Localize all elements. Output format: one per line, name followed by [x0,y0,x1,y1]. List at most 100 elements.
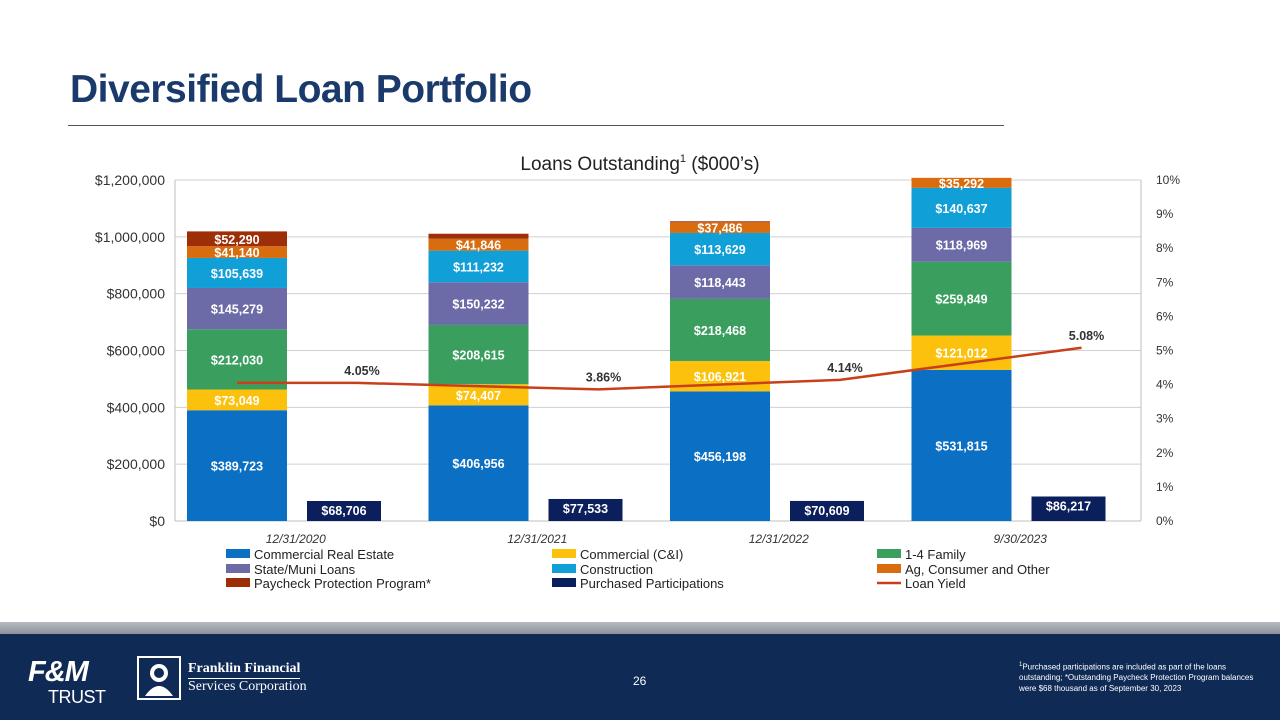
bar-value-label: $105,639 [211,267,263,281]
legend-label: Paycheck Protection Program* [254,576,431,591]
legend-swatch [877,549,901,558]
x-tick-label: 9/30/2023 [994,532,1048,546]
bar-value-label: $218,468 [694,324,746,338]
stacked-bar-segment [187,231,287,247]
legend-label: State/Muni Loans [254,562,356,577]
footnote-marker: 1 [1019,662,1023,668]
franklin-emblem-icon [137,656,181,700]
legend-label: Loan Yield [905,576,966,591]
bar-value-label: $208,615 [452,349,504,363]
y2-tick-label: 9% [1156,207,1174,221]
bar-value-label: $150,232 [452,298,504,312]
yield-label: 4.05% [344,364,379,378]
x-tick-label: 12/31/2020 [266,532,326,546]
bar-value-label: $41,846 [456,239,501,253]
loans-outstanding-chart: Loans Outstanding1 ($000’s) $0 $200,000 $4… [95,153,1180,591]
y2-tick-label: 6% [1156,309,1174,323]
fm-logo-trust: TRUST [48,687,106,707]
franklin-name-line2: Services Corporation [188,679,307,694]
franklin-name-line1: Franklin Financial [188,661,301,676]
stacked-bar-segment [428,282,529,325]
bar-value-label: $113,629 [694,243,745,257]
legend-swatch [877,564,901,573]
legend-swatch [552,564,576,573]
stacked-bar-segment [428,384,529,406]
legend-swatch [226,564,250,573]
side-bar-label: $68,706 [321,504,366,518]
bar-value-label: $389,723 [211,460,263,474]
fm-trust-logo: F&M TRUST [28,656,110,707]
y-tick-label: $0 [149,513,165,529]
legend-swatch [226,578,250,587]
y2-tick-label: 8% [1156,241,1174,255]
stacked-bar-segment [670,265,770,299]
legend-label: Purchased Participations [580,576,724,591]
chart-title: Loans Outstanding1 ($000’s) [520,153,759,175]
stacked-bar-segment [670,298,770,361]
y-tick-label: $800,000 [107,286,166,302]
page-title: Diversified Loan Portfolio [70,68,532,111]
y2-tick-label: 1% [1156,480,1174,494]
stacked-bar-segment [670,222,770,233]
bar-value-label: $531,815 [935,439,987,453]
y-tick-label: $400,000 [107,399,166,415]
side-bar-label: $77,533 [563,502,608,516]
stacked-bar-segment [187,246,287,258]
y-tick-label: $200,000 [107,456,166,472]
side-bar [548,498,623,521]
legend-label: 1-4 Family [905,547,966,562]
stacked-bar-segment [670,391,770,521]
legend-swatch [552,578,576,587]
y2-tick-label: 0% [1156,514,1174,528]
bar-value-label: $212,030 [211,353,263,367]
stacked-bar-segment [911,187,1012,228]
bar-value-label: $406,956 [452,457,504,471]
bar-value-label: $111,232 [453,260,504,274]
yield-label: 3.86% [586,370,621,384]
yield-label: 4.14% [827,361,862,375]
stacked-bar-segment [670,232,770,266]
stacked-bar-segment [911,227,1012,262]
bar-value-label: $259,849 [935,293,987,307]
legend-swatch [226,549,250,558]
y2-tick-label: 4% [1156,378,1174,392]
footnote: 1Purchased participations are included a… [1019,660,1264,694]
bar-value-label: $121,012 [935,347,987,361]
stacked-bar-segment [428,238,529,251]
x-tick-label: 12/31/2021 [507,532,567,546]
footnote-text: Purchased participations are included as… [1019,662,1254,693]
bar-value-label: $118,443 [694,276,745,290]
side-bar [307,501,381,521]
stacked-bar-segment [187,287,287,330]
bar-value-label: $140,637 [935,202,987,216]
page-number: 26 [633,674,647,688]
stacked-bar-segment [187,329,287,390]
bar-value-label: $41,140 [214,246,259,260]
footer-band [0,622,1280,634]
legend-label: Commercial Real Estate [254,547,394,562]
y2-tick-label: 3% [1156,412,1174,426]
bar-value-label: $74,407 [456,389,501,403]
y2-tick-label: 10% [1156,173,1180,187]
stacked-bar-segment [911,369,1012,521]
side-bar-label: $70,609 [804,504,849,518]
yield-label: 5.08% [1069,329,1104,343]
stacked-bar-segment [428,233,529,239]
side-bar-label: $86,217 [1046,500,1091,514]
stacked-bar-segment [187,389,287,411]
title-divider [68,125,1004,126]
fm-logo-mark: F&M [28,656,89,688]
bar-value-label: $37,486 [697,222,742,236]
y-tick-label: $600,000 [107,343,166,359]
stacked-bar-segment [670,221,770,223]
side-bar [790,500,864,521]
stacked-bar-segment [187,410,287,521]
stacked-bar-segment [428,250,529,283]
stacked-bar-segment [187,257,287,288]
bar-value-label: $145,279 [211,303,263,317]
legend-swatch [552,549,576,558]
stacked-bar-segment [428,405,529,521]
footer: F&M TRUST Franklin Financial Services Co… [0,634,1280,720]
stacked-bar-segment [911,261,1012,336]
bar-value-label: $118,969 [936,239,987,253]
